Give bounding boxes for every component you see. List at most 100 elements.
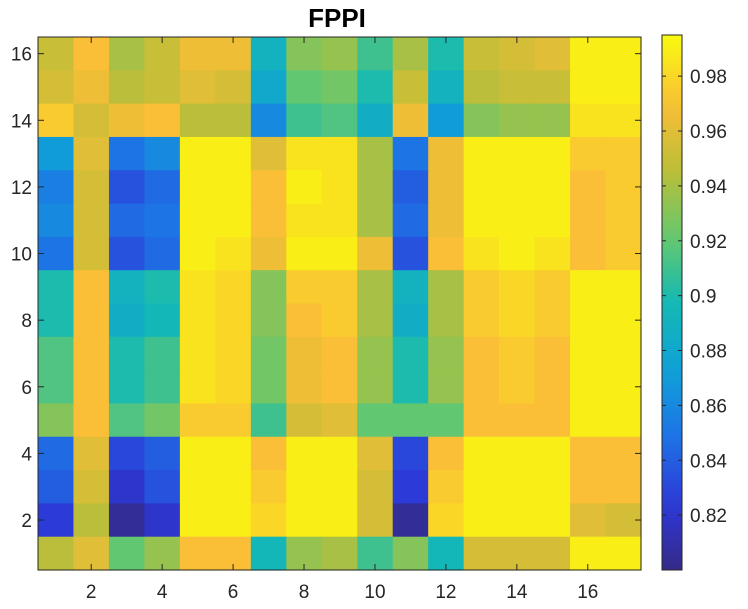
- heatmap-cell: [392, 103, 429, 138]
- heatmap-cell: [357, 303, 394, 338]
- heatmap-cell: [499, 303, 536, 338]
- heatmap-cell: [286, 370, 323, 405]
- heatmap-cell: [179, 103, 216, 138]
- heatmap-cell: [144, 136, 181, 171]
- heatmap-cell: [534, 270, 571, 305]
- heatmap-cell: [250, 336, 287, 371]
- heatmap-cell: [38, 270, 75, 305]
- heatmap-cell: [570, 70, 607, 105]
- heatmap-cell: [321, 203, 358, 238]
- heatmap-cell: [108, 37, 146, 71]
- heatmap-cell: [357, 236, 394, 271]
- y-tick-label: 16: [11, 45, 32, 66]
- heatmap-cell: [534, 336, 571, 371]
- heatmap-cell: [179, 503, 216, 538]
- axes-frame: [37, 36, 642, 571]
- colorbar-tick-label: 0.96: [690, 122, 727, 143]
- x-tick-label: 4: [157, 582, 168, 603]
- heatmap-cell: [286, 136, 323, 171]
- heatmap-cell: [534, 236, 571, 271]
- heatmap-cell: [108, 170, 146, 205]
- heatmap-cell: [357, 270, 394, 305]
- heatmap-cell: [428, 70, 465, 105]
- x-tick-label: 12: [435, 582, 456, 603]
- heatmap-cell: [250, 303, 287, 338]
- heatmap-cell: [463, 470, 500, 504]
- heatmap-cell: [108, 70, 146, 105]
- heatmap-cell: [286, 436, 323, 471]
- heatmap-cell: [250, 103, 287, 138]
- heatmap-cell: [38, 403, 75, 438]
- heatmap-cell: [286, 170, 323, 205]
- colorbar: [662, 35, 682, 570]
- heatmap-cell: [392, 503, 429, 538]
- heatmap-cell: [73, 470, 110, 504]
- heatmap-cell: [321, 303, 358, 338]
- heatmap-cell: [534, 403, 571, 438]
- heatmap-cell: [38, 436, 75, 471]
- heatmap-cell: [179, 403, 216, 438]
- heatmap-cell: [605, 70, 642, 105]
- heatmap-cell: [534, 470, 571, 504]
- heatmap-cell: [286, 203, 323, 238]
- heatmap-cell: [144, 503, 181, 538]
- heatmap-cell: [38, 536, 75, 571]
- y-tick-label: 4: [21, 444, 32, 465]
- heatmap-cell: [215, 503, 252, 538]
- heatmap-cell: [108, 270, 146, 305]
- heatmap-cell: [499, 70, 536, 105]
- heatmap-cell: [499, 370, 536, 405]
- x-tick-label: 8: [299, 582, 310, 603]
- heatmap-cell: [215, 370, 252, 405]
- heatmap-cell: [463, 370, 500, 405]
- heatmap-cell: [357, 370, 394, 405]
- heatmap-cell: [73, 203, 110, 238]
- heatmap-cell: [38, 103, 75, 138]
- heatmap-cell: [179, 203, 216, 238]
- heatmap-cell: [463, 403, 500, 438]
- y-tick-label: 10: [11, 245, 32, 266]
- colorbar-tick-label: 0.9: [690, 287, 716, 308]
- heatmap-cell: [179, 536, 216, 571]
- heatmap-cell: [570, 503, 607, 538]
- heatmap-cell: [108, 436, 146, 471]
- heatmap-cell: [605, 470, 642, 504]
- heatmap-cell: [463, 203, 500, 238]
- heatmap-cell: [428, 403, 465, 438]
- x-tick-label: 10: [364, 582, 385, 603]
- heatmap-cell: [250, 203, 287, 238]
- heatmap-cell: [73, 270, 110, 305]
- heatmap-cell: [286, 503, 323, 538]
- heatmap-cell: [463, 103, 500, 138]
- heatmap-cell: [463, 270, 500, 305]
- colorbar-ticks: 0.82 0.84 0.86 0.88 0.9 0.92 0.94 0.96 0.98: [662, 67, 727, 527]
- heatmap-cell: [499, 436, 536, 471]
- heatmap-cell: [392, 303, 429, 338]
- heatmap-cell: [179, 336, 216, 371]
- heatmap-cell: [392, 470, 429, 504]
- heatmap-cell: [428, 503, 465, 538]
- colorbar-tick-label: 0.92: [690, 232, 727, 253]
- heatmap-cell: [463, 503, 500, 538]
- heatmap-cell: [179, 37, 216, 71]
- heatmap-cell: [321, 336, 358, 371]
- heatmap-cell: [463, 536, 500, 571]
- heatmap-cell: [73, 503, 110, 538]
- heatmap-cell: [321, 403, 358, 438]
- heatmap-cell: [357, 170, 394, 205]
- heatmap-cell: [215, 336, 252, 371]
- heatmap-cell: [250, 270, 287, 305]
- heatmap-cell: [605, 403, 642, 438]
- heatmap-cell: [250, 170, 287, 205]
- heatmap-cell: [73, 70, 110, 105]
- heatmap-cell: [179, 270, 216, 305]
- heatmap-cell: [179, 170, 216, 205]
- heatmap-cell: [144, 470, 181, 504]
- heatmap-cell: [38, 136, 75, 171]
- heatmap-cell: [392, 370, 429, 405]
- heatmap-cell: [73, 403, 110, 438]
- heatmap-cell: [428, 170, 465, 205]
- heatmap-cell: [215, 403, 252, 438]
- heatmap-cell: [215, 470, 252, 504]
- heatmap-cell: [250, 403, 287, 438]
